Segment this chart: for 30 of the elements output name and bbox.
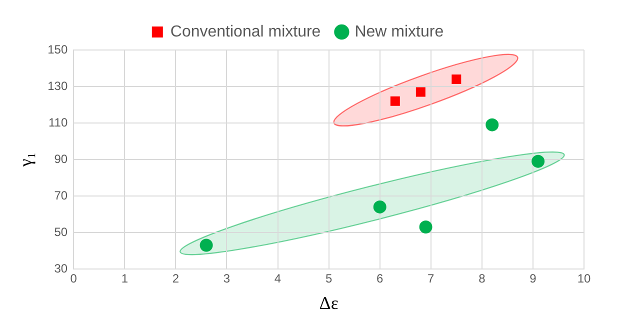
x-tick-label: 0 (70, 272, 78, 286)
x-tick-label: 10 (577, 272, 591, 286)
y-tick-label: 130 (48, 78, 68, 93)
y-axis-title: γ₁ (16, 152, 36, 168)
y-tick-label: 30 (54, 261, 68, 276)
y-tick-label: 110 (48, 115, 68, 130)
point (532, 154, 545, 168)
point (416, 87, 426, 97)
x-tick-label: 8 (478, 272, 486, 286)
x-tick-label: 1 (121, 272, 128, 286)
point (200, 238, 213, 252)
x-tick-label: 2 (172, 272, 180, 286)
point (486, 118, 499, 132)
x-tick-label: 6 (376, 272, 384, 286)
y-tick-label: 50 (54, 224, 68, 239)
y-tick-label: 70 (54, 188, 68, 202)
x-tick-label: 9 (530, 272, 537, 286)
x-tick-label: 7 (428, 272, 435, 286)
x-tick-label: 5 (325, 272, 332, 286)
x-tick-label: 4 (274, 272, 282, 286)
legend-label: Conventional mixture (170, 23, 321, 40)
point (390, 96, 400, 106)
x-axis-title: Δε (319, 292, 339, 313)
point (373, 200, 386, 214)
y-tick-label: 90 (54, 152, 68, 166)
x-tick-label: 3 (223, 272, 230, 286)
legend-label: New mixture (354, 23, 444, 40)
point (419, 220, 432, 234)
y-tick-label: 150 (48, 42, 68, 56)
point (452, 74, 462, 84)
